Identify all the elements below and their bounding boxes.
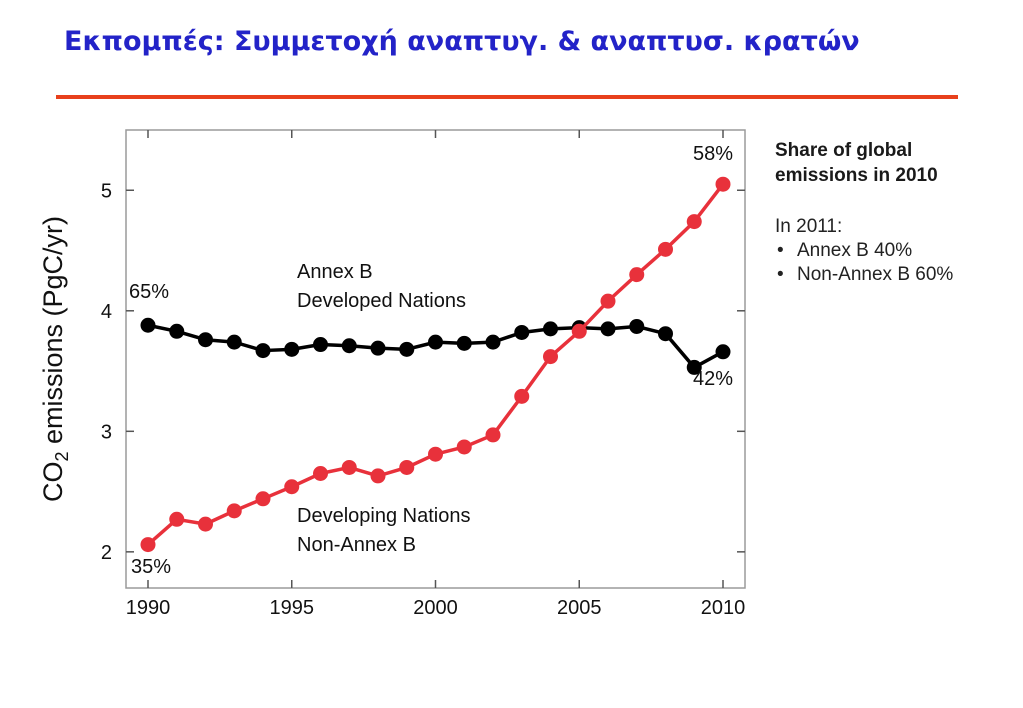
x-tick-label: 1990 (126, 597, 171, 619)
data-point-0 (284, 341, 300, 357)
title-divider (56, 95, 958, 99)
data-point-0 (456, 335, 472, 351)
data-point-1 (140, 537, 156, 553)
data-point-1 (399, 459, 415, 475)
data-point-0 (198, 332, 213, 348)
y-tick-labels: 2 3 4 5 (101, 180, 112, 564)
non-annex-b-start-pct: 35% (131, 556, 171, 578)
data-point-1 (514, 388, 530, 404)
y-tick-label: 3 (101, 421, 112, 443)
data-point-1 (226, 503, 242, 519)
share-heading-line2: emissions in 2010 (775, 165, 938, 186)
data-point-1 (658, 241, 673, 257)
share-list: Annex B 40% Non-Annex B 60% (775, 239, 1015, 287)
data-point-1 (341, 459, 357, 475)
data-point-0 (313, 337, 328, 353)
share-item-annex-b: Annex B 40% (775, 239, 1015, 263)
series-layer (140, 176, 731, 553)
data-point-0 (629, 318, 645, 334)
data-point-0 (485, 334, 501, 350)
data-point-1 (370, 468, 386, 484)
annex-b-start-pct: 65% (129, 281, 169, 303)
data-point-0 (255, 343, 271, 359)
data-point-1 (255, 491, 271, 507)
y-axis-label: CO2 emissions (PgC/yr) (38, 216, 72, 502)
data-point-1 (715, 176, 731, 192)
non-annex-b-label-line1: Developing Nations (297, 505, 470, 527)
y-axis-label-subscript: 2 (52, 452, 72, 462)
data-point-1 (543, 349, 558, 365)
data-point-1 (169, 511, 185, 527)
data-point-0 (600, 321, 616, 337)
y-tick-label: 4 (101, 301, 112, 323)
data-point-0 (715, 344, 731, 360)
annex-b-label-line2: Developed Nations (297, 290, 466, 312)
annex-b-end-pct: 42% (693, 368, 733, 390)
data-point-0 (658, 326, 673, 342)
data-point-1 (600, 293, 616, 309)
data-point-0 (543, 321, 558, 337)
share-item-non-annex-b: Non-Annex B 60% (775, 263, 1015, 287)
y-tick-label: 5 (101, 180, 112, 202)
axis-ticks (126, 130, 745, 588)
in-year-label: In 2011: (775, 216, 843, 237)
data-point-1 (313, 466, 328, 481)
non-annex-b-label-line2: Non-Annex B (297, 534, 416, 556)
annex-b-label-line1: Annex B (297, 261, 373, 283)
data-point-1 (485, 427, 501, 443)
y-axis-label-main: CO (38, 462, 68, 503)
x-tick-labels: 1990 1995 2000 2005 2010 (126, 597, 746, 619)
data-point-0 (341, 338, 357, 354)
data-point-0 (370, 340, 386, 356)
data-point-0 (169, 323, 185, 339)
non-annex-b-end-pct: 58% (693, 143, 733, 165)
data-point-1 (571, 323, 587, 339)
x-tick-label: 2000 (413, 597, 458, 619)
data-point-0 (140, 317, 156, 333)
share-panel: Share of global emissions in 2010 In 201… (775, 138, 1015, 287)
y-tick-label: 2 (101, 542, 112, 564)
data-point-0 (514, 324, 530, 340)
share-heading: Share of global emissions in 2010 (775, 138, 1015, 188)
x-tick-label: 2010 (701, 597, 746, 619)
share-heading-line1: Share of global (775, 140, 913, 161)
x-tick-label: 2005 (557, 597, 602, 619)
data-point-0 (428, 334, 443, 350)
x-tick-label: 1995 (270, 597, 315, 619)
slide-title: Εκπομπές: Συμμετοχή αναπτυγ. & αναπτυσ. … (64, 26, 860, 57)
data-point-1 (428, 446, 443, 462)
data-point-1 (198, 516, 213, 532)
data-point-1 (629, 267, 645, 283)
data-point-1 (456, 439, 472, 455)
data-point-1 (284, 479, 300, 495)
data-point-0 (226, 334, 242, 350)
series-line-1 (146, 183, 725, 546)
data-point-0 (399, 341, 415, 357)
data-point-0 (686, 359, 702, 375)
y-axis-label-rest: emissions (PgC/yr) (38, 216, 68, 452)
data-point-1 (686, 214, 702, 230)
